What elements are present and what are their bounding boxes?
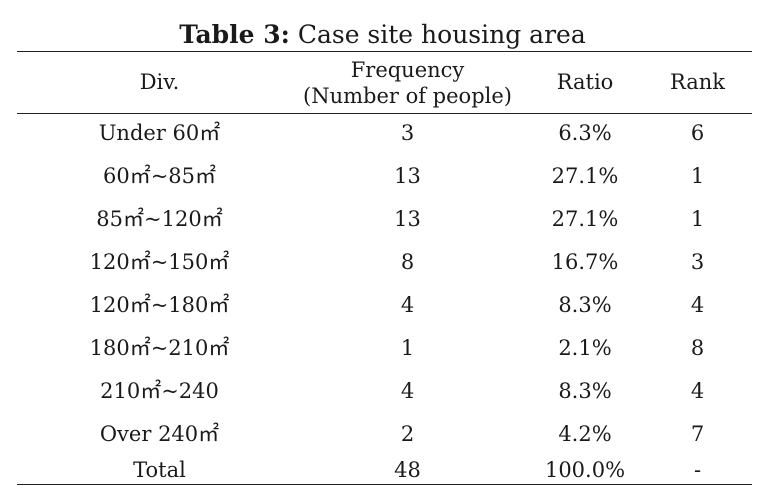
cell-ratio: 100.0% <box>544 458 626 482</box>
table-top-rule <box>17 51 752 52</box>
cell-frequency: 1 <box>400 336 415 360</box>
header-frequency-line2: (Number of people) <box>303 84 512 108</box>
cell-frequency: 13 <box>394 164 421 188</box>
cell-rank: 8 <box>690 336 705 360</box>
cell-div: Under 60㎡ <box>98 121 221 145</box>
table-bottom-rule <box>17 484 752 485</box>
cell-ratio: 27.1% <box>551 207 619 231</box>
cell-rank: 7 <box>690 422 705 446</box>
cell-ratio: 16.7% <box>551 250 619 274</box>
cell-div: 120㎡~150㎡ <box>89 250 230 274</box>
table-caption: Table 3: Case site housing area <box>0 18 765 52</box>
table-header-rule <box>17 113 752 114</box>
cell-ratio: 8.3% <box>558 293 612 317</box>
cell-rank: 4 <box>690 293 705 317</box>
cell-rank: 4 <box>690 379 705 403</box>
cell-frequency: 8 <box>400 250 415 274</box>
cell-rank: 3 <box>690 250 705 274</box>
cell-ratio: 8.3% <box>558 379 612 403</box>
header-ratio: Ratio <box>556 70 614 94</box>
cell-ratio: 6.3% <box>558 121 612 145</box>
cell-div: 60㎡~85㎡ <box>102 164 217 188</box>
cell-frequency: 48 <box>394 458 421 482</box>
cell-div: 120㎡~180㎡ <box>89 293 230 317</box>
cell-div: Total <box>133 458 186 482</box>
cell-frequency: 4 <box>400 293 415 317</box>
cell-frequency: 3 <box>400 121 415 145</box>
header-div: Div. <box>139 70 180 94</box>
cell-ratio: 27.1% <box>551 164 619 188</box>
cell-frequency: 13 <box>394 207 421 231</box>
cell-div: 180㎡~210㎡ <box>89 336 230 360</box>
cell-rank: 6 <box>690 121 705 145</box>
table-caption-text: Case site housing area <box>297 20 586 49</box>
header-rank: Rank <box>669 70 726 94</box>
cell-ratio: 4.2% <box>558 422 612 446</box>
cell-frequency: 2 <box>400 422 415 446</box>
cell-rank: 1 <box>690 207 705 231</box>
cell-rank: - <box>693 458 702 482</box>
table-caption-label: Table 3: <box>179 20 290 49</box>
cell-frequency: 4 <box>400 379 415 403</box>
cell-div: 85㎡~120㎡ <box>96 207 223 231</box>
cell-rank: 1 <box>690 164 705 188</box>
cell-ratio: 2.1% <box>558 336 612 360</box>
header-frequency-line1: Frequency <box>350 58 465 82</box>
cell-div: Over 240㎡ <box>99 422 220 446</box>
header-frequency: Frequency (Number of people) <box>295 57 520 109</box>
cell-div: 210㎡~240 <box>100 379 219 403</box>
